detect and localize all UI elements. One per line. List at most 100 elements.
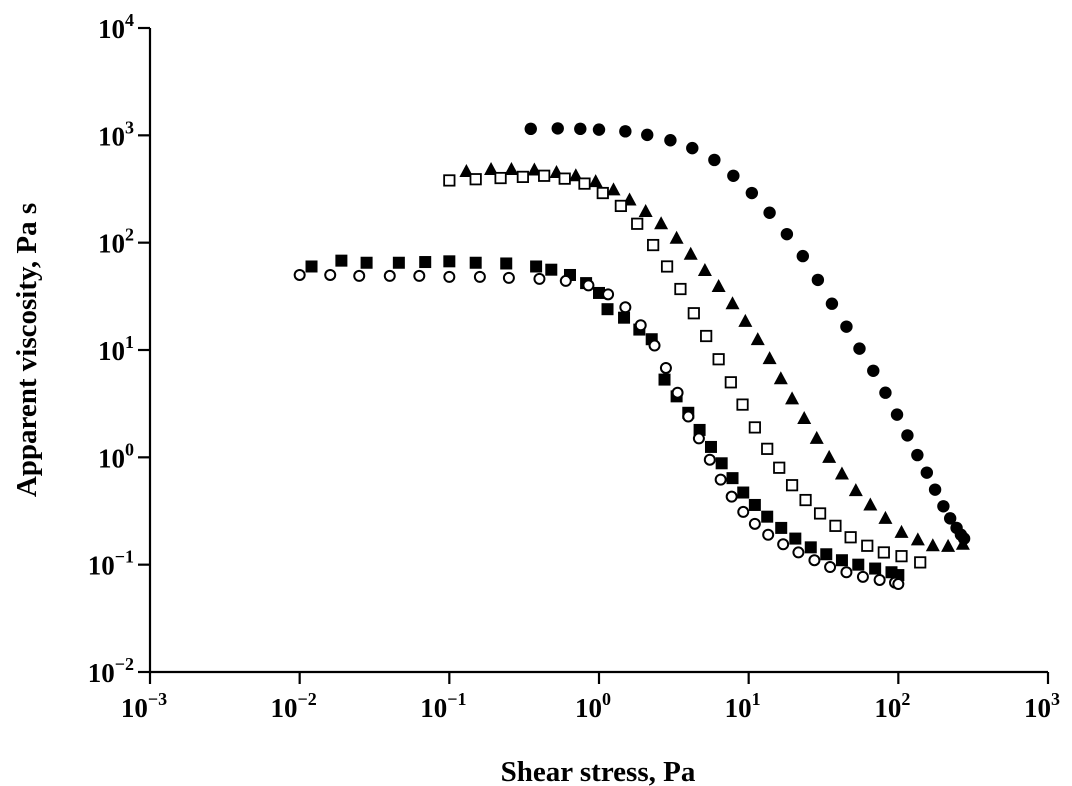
data-point-filled-circle bbox=[592, 123, 606, 136]
data-point-filled-triangle bbox=[894, 524, 909, 538]
data-point-filled-square bbox=[601, 303, 614, 316]
x-tick-label: 100 bbox=[575, 689, 611, 723]
data-point-filled-circle bbox=[928, 483, 942, 496]
data-point-filled-circle bbox=[937, 500, 950, 513]
data-point-open-square bbox=[647, 238, 660, 252]
data-point-filled-square bbox=[500, 257, 513, 270]
data-point-open-circle bbox=[293, 268, 306, 281]
data-point-open-square bbox=[813, 507, 827, 520]
data-point-open-square bbox=[596, 186, 609, 200]
y-tick-label: 102 bbox=[98, 225, 134, 259]
data-point-filled-circle bbox=[619, 125, 632, 138]
data-point-filled-triangle bbox=[669, 230, 684, 244]
data-point-filled-square bbox=[804, 541, 817, 554]
x-tick-label: 10−2 bbox=[271, 689, 317, 723]
data-point-open-square bbox=[799, 493, 812, 507]
data-point-open-square bbox=[895, 550, 908, 563]
x-tick-label: 101 bbox=[725, 689, 761, 723]
data-point-filled-triangle bbox=[925, 538, 940, 552]
data-point-open-square bbox=[712, 353, 725, 366]
data-point-filled-circle bbox=[867, 364, 880, 378]
data-point-filled-square bbox=[419, 256, 432, 269]
data-point-filled-triangle bbox=[941, 538, 956, 552]
data-point-filled-triangle bbox=[910, 532, 925, 546]
data-point-open-square bbox=[469, 173, 482, 186]
y-axis-ticks: 10−2 10−1 100 101 102 103 104 bbox=[88, 10, 150, 688]
data-point-open-square bbox=[877, 546, 890, 559]
y-tick-label: 100 bbox=[98, 439, 134, 473]
data-point-filled-triangle bbox=[848, 483, 863, 497]
data-point-filled-square bbox=[392, 256, 405, 269]
y-tick-label: 104 bbox=[98, 10, 134, 44]
data-point-open-square bbox=[516, 170, 529, 183]
data-point-open-circle bbox=[443, 270, 456, 283]
data-point-open-circle bbox=[856, 570, 869, 583]
data-point-filled-triangle bbox=[683, 246, 698, 260]
data-point-open-square bbox=[674, 282, 687, 296]
data-point-open-square bbox=[844, 531, 857, 544]
data-point-filled-square bbox=[775, 521, 788, 534]
data-point-filled-square bbox=[593, 286, 605, 299]
data-point-filled-circle bbox=[551, 122, 564, 135]
data-point-open-circle bbox=[737, 505, 750, 518]
data-point-open-circle bbox=[840, 566, 853, 579]
data-point-open-circle bbox=[648, 339, 661, 352]
data-point-open-circle bbox=[692, 432, 705, 445]
data-point-open-square bbox=[785, 479, 799, 492]
data-point-filled-triangle bbox=[504, 162, 519, 176]
series-open-circle bbox=[293, 268, 905, 591]
data-point-open-circle bbox=[762, 528, 775, 541]
data-point-filled-circle bbox=[524, 122, 537, 136]
data-point-filled-triangle bbox=[785, 391, 800, 405]
data-point-filled-circle bbox=[840, 320, 853, 333]
data-point-filled-square bbox=[360, 256, 373, 269]
data-point-filled-square bbox=[545, 263, 558, 276]
data-point-filled-circle bbox=[796, 249, 810, 263]
data-point-filled-circle bbox=[641, 128, 654, 142]
data-point-filled-circle bbox=[911, 448, 924, 462]
data-point-filled-square bbox=[869, 562, 882, 575]
data-point-open-square bbox=[660, 260, 674, 273]
data-point-filled-triangle bbox=[809, 430, 824, 444]
x-axis-title: Shear stress, Pa bbox=[501, 756, 696, 786]
data-point-filled-triangle bbox=[773, 371, 788, 385]
data-point-open-square bbox=[773, 461, 786, 474]
data-point-filled-triangle bbox=[797, 411, 812, 425]
data-point-filled-circle bbox=[901, 429, 914, 442]
data-point-open-circle bbox=[634, 319, 647, 332]
y-tick-label: 103 bbox=[98, 117, 134, 151]
x-axis-ticks: 10−3 10−2 10−1 100 101 102 103 bbox=[121, 672, 1060, 723]
data-point-open-circle bbox=[413, 269, 426, 282]
data-point-filled-triangle bbox=[750, 332, 765, 346]
data-point-filled-circle bbox=[879, 386, 892, 399]
data-point-filled-square bbox=[618, 311, 631, 324]
data-point-filled-triangle bbox=[697, 263, 712, 277]
data-point-filled-circle bbox=[574, 122, 587, 136]
data-point-open-square bbox=[578, 177, 591, 190]
data-point-open-square bbox=[687, 307, 700, 320]
data-point-filled-circle bbox=[708, 153, 721, 167]
data-point-filled-square bbox=[443, 255, 456, 268]
data-point-filled-triangle bbox=[711, 279, 726, 293]
data-point-open-square bbox=[558, 172, 571, 185]
data-point-filled-square bbox=[715, 457, 728, 470]
data-point-filled-triangle bbox=[606, 182, 621, 196]
data-point-open-circle bbox=[659, 361, 672, 374]
data-point-open-square bbox=[829, 519, 842, 532]
data-point-filled-triangle bbox=[654, 216, 669, 230]
data-point-filled-square bbox=[335, 254, 348, 267]
data-point-filled-square bbox=[530, 260, 543, 273]
data-point-open-square bbox=[914, 556, 927, 569]
data-point-open-circle bbox=[533, 272, 546, 285]
data-point-filled-square bbox=[704, 440, 717, 453]
data-point-open-square bbox=[736, 398, 749, 411]
data-point-filled-triangle bbox=[588, 174, 603, 188]
data-point-filled-circle bbox=[745, 186, 759, 200]
data-point-filled-triangle bbox=[863, 497, 878, 511]
data-point-open-circle bbox=[703, 453, 716, 466]
data-point-filled-triangle bbox=[527, 162, 542, 176]
data-point-open-square bbox=[538, 169, 551, 182]
data-point-open-square bbox=[614, 199, 627, 213]
